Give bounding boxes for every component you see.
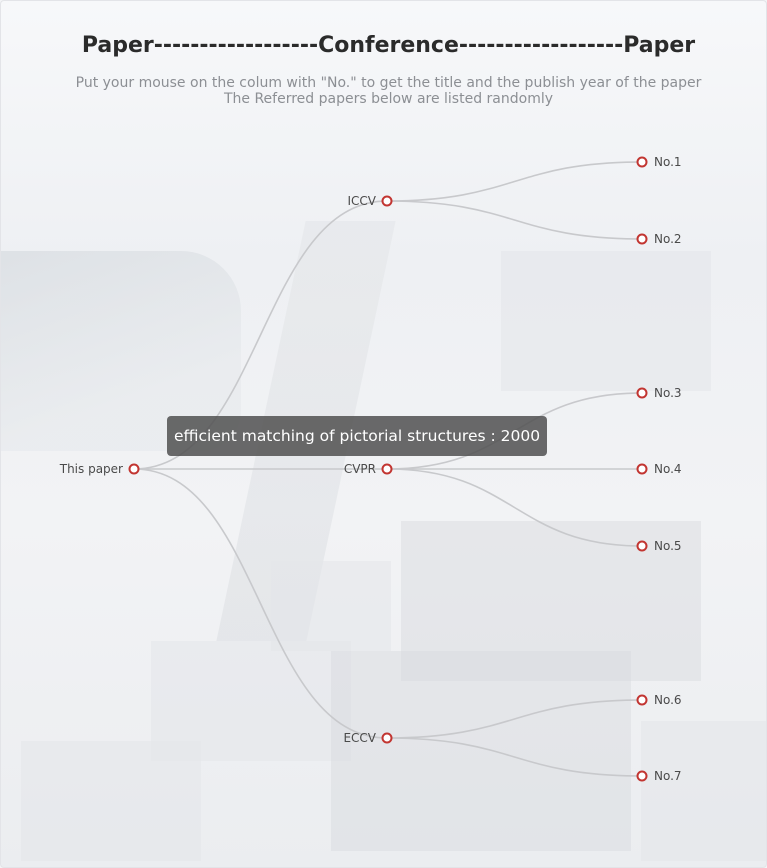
background-building: [501, 251, 711, 391]
background-building: [331, 651, 631, 851]
node-label: No.3: [654, 386, 682, 400]
node-marker[interactable]: [636, 463, 648, 475]
node-marker[interactable]: [636, 156, 648, 168]
node-marker[interactable]: [636, 770, 648, 782]
paper-node-p6[interactable]: No.6: [636, 693, 682, 707]
paper-tooltip: efficient matching of pictorial structur…: [167, 416, 548, 456]
paper-node-p1[interactable]: No.1: [636, 155, 682, 169]
node-marker: [128, 463, 140, 475]
tree-link: [386, 699, 643, 739]
node-label: ECCV: [343, 731, 376, 745]
node-label: No.6: [654, 693, 682, 707]
paper-node-p3[interactable]: No.3: [636, 386, 682, 400]
tree-link: [386, 468, 643, 547]
root-node-this-paper: This paper: [59, 462, 140, 476]
instructions-text: Put your mouse on the colum with "No." t…: [75, 75, 702, 91]
background-building: [21, 741, 201, 861]
tree-link: [386, 161, 643, 202]
node-marker[interactable]: [636, 233, 648, 245]
node-label: ICCV: [347, 194, 376, 208]
tree-link: [386, 737, 643, 777]
paper-node-p2[interactable]: No.2: [636, 232, 682, 246]
background-building: [641, 721, 766, 861]
node-label: No.5: [654, 539, 682, 553]
tree-link: [386, 200, 643, 240]
node-label: No.4: [654, 462, 682, 476]
page-title: Paper------------------Conference-------…: [81, 33, 696, 58]
conference-node-iccv[interactable]: ICCV: [347, 194, 393, 208]
tree-link: [133, 468, 388, 739]
node-marker[interactable]: [381, 463, 393, 475]
node-label: This paper: [59, 462, 123, 476]
node-marker[interactable]: [636, 387, 648, 399]
paper-node-p7[interactable]: No.7: [636, 769, 682, 783]
paper-node-p5[interactable]: No.5: [636, 539, 682, 553]
node-label: No.1: [654, 155, 682, 169]
node-label: No.7: [654, 769, 682, 783]
node-marker[interactable]: [636, 540, 648, 552]
node-marker[interactable]: [381, 732, 393, 744]
paper-node-p4[interactable]: No.4: [636, 462, 682, 476]
node-marker[interactable]: [636, 694, 648, 706]
background-building: [271, 561, 391, 651]
node-label: No.2: [654, 232, 682, 246]
conference-node-eccv[interactable]: ECCV: [343, 731, 393, 745]
random-order-note: The Referred papers below are listed ran…: [223, 91, 554, 107]
background-building: [401, 521, 701, 681]
node-label: CVPR: [344, 462, 376, 476]
conference-node-cvpr[interactable]: CVPR: [344, 462, 393, 476]
node-marker[interactable]: [381, 195, 393, 207]
